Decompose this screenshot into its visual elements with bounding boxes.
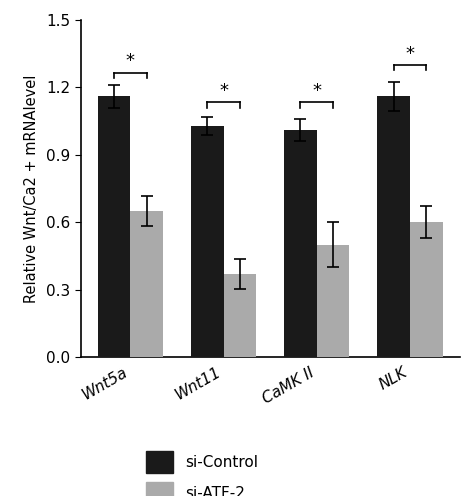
Bar — [317, 245, 349, 357]
Legend: si-Control, si-ATF-2: si-Control, si-ATF-2 — [134, 439, 271, 496]
Text: *: * — [312, 82, 321, 100]
Bar — [377, 96, 410, 357]
Text: *: * — [219, 82, 228, 100]
Bar — [410, 222, 443, 357]
Bar — [191, 125, 224, 357]
Bar — [98, 96, 130, 357]
Bar — [224, 274, 256, 357]
Bar — [284, 130, 317, 357]
Text: *: * — [126, 53, 135, 70]
Text: *: * — [405, 45, 414, 62]
Y-axis label: Relative Wnt/Ca2 + mRNAlevel: Relative Wnt/Ca2 + mRNAlevel — [24, 74, 39, 303]
Bar — [130, 211, 163, 357]
